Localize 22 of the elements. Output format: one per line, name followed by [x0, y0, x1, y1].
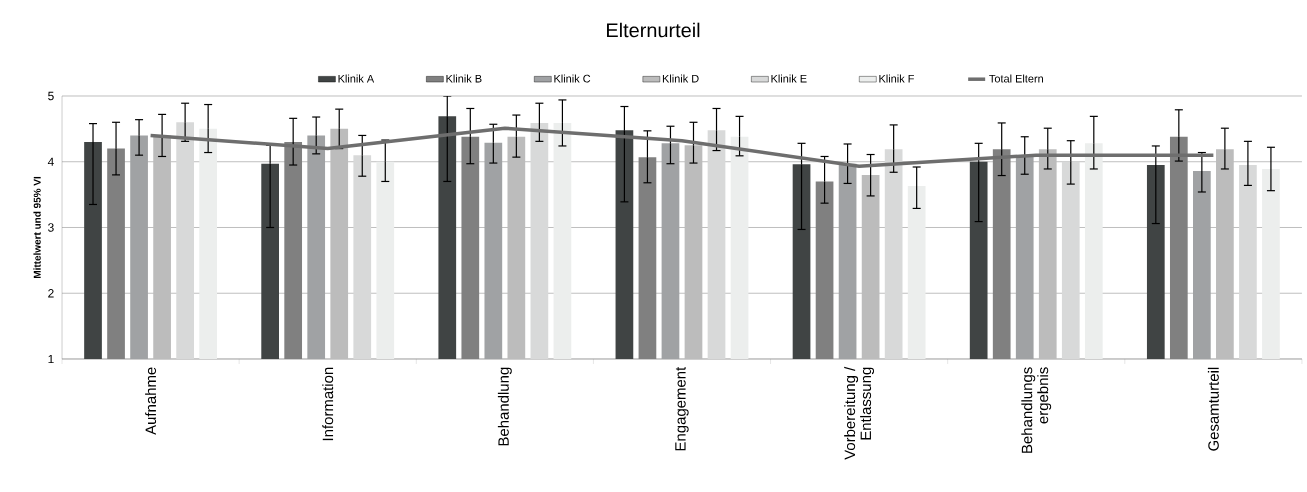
line-series	[148, 126, 1216, 169]
chart-title: Elternurteil	[607, 22, 700, 38]
y-tick-label: 5	[48, 91, 54, 101]
legend-label: Klinik F	[879, 74, 914, 83]
x-tick-label: Behandlung	[497, 367, 512, 446]
x-tick-label: Behandlungs ergebnis	[1021, 367, 1052, 453]
x-tick-label: Aufnahme	[145, 367, 157, 435]
x-tick-label: Information	[322, 367, 334, 441]
legend-label: Klinik E	[771, 74, 807, 83]
y-tick-label: 2	[48, 289, 54, 298]
x-tick-label: Engagement	[675, 366, 689, 451]
y-tick-label: 4	[47, 157, 54, 166]
legend-label: Total Eltern	[989, 74, 1043, 83]
y-axis-title: Mittelwert und 95% VI	[33, 176, 41, 279]
x-tick-label: Vorbereitung / Entlassung	[844, 366, 875, 460]
legend-label: Klinik A	[338, 74, 375, 83]
legend-label: Klinik D	[662, 74, 699, 83]
y-tick-label: 3	[48, 223, 54, 232]
y-tick-label: 1	[48, 354, 54, 364]
legend-label: Klinik B	[446, 74, 482, 83]
legend-label: Klinik C	[554, 74, 591, 83]
x-tick-label: Gesamturteil	[1207, 367, 1219, 451]
